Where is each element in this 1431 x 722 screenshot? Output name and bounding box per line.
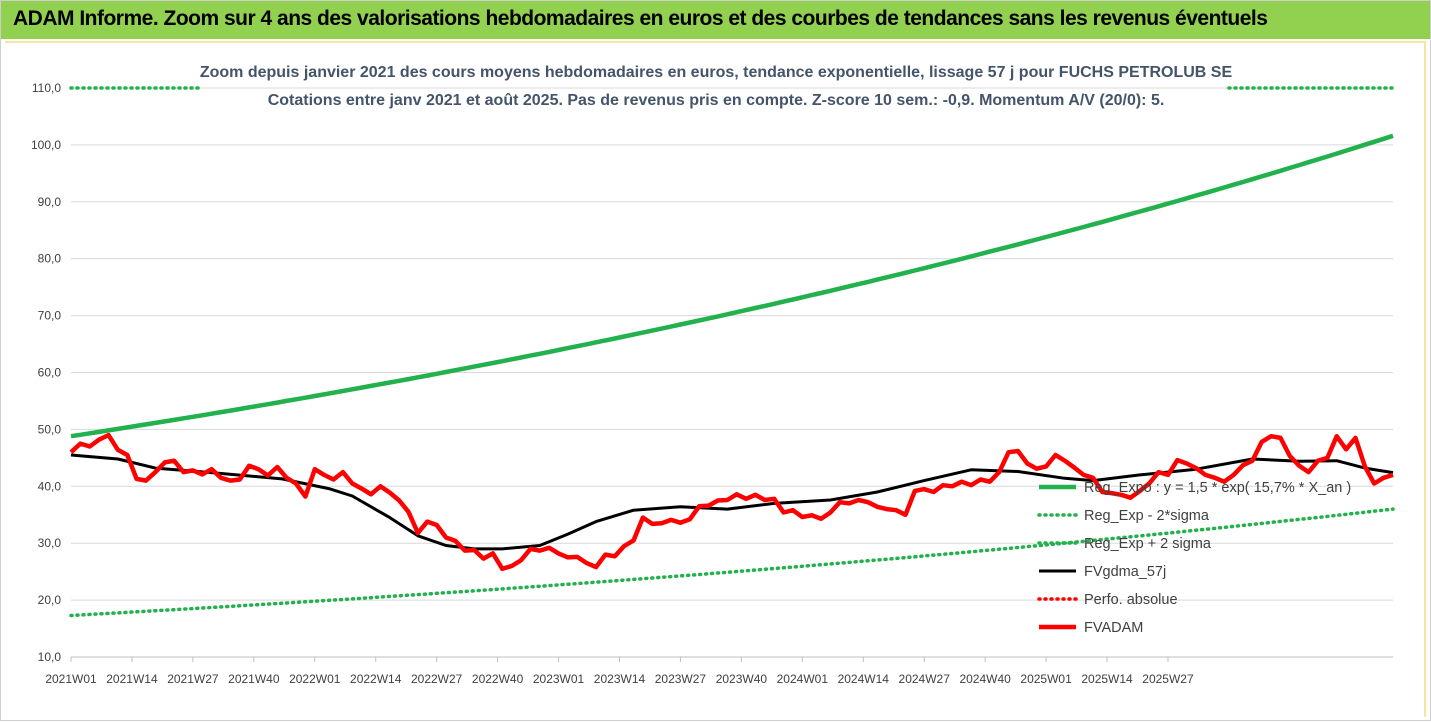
y-tick-label: 40,0 [38,479,62,493]
legend-label: FVgdma_57j [1084,564,1166,580]
y-tick-label: 50,0 [38,422,62,436]
series-line-1 [69,507,1395,618]
y-tick-label: 110,0 [32,81,61,95]
title-banner: ADAM Informe. Zoom sur 4 ans des valoris… [1,1,1430,39]
y-tick-label: 60,0 [38,366,62,380]
y-tick-label: 100,0 [31,138,61,152]
legend-label: FVADAM [1084,620,1143,636]
series-line-0 [70,133,1394,439]
x-tick-label: 2025W14 [1081,672,1133,686]
x-tick-label: 2022W01 [289,672,341,686]
legend-label: Perfo. absolue [1084,592,1178,608]
x-tick-label: 2024W01 [777,672,829,686]
y-tick-label: 80,0 [38,252,62,266]
x-tick-label: 2024W40 [959,672,1011,686]
x-tick-label: 2023W40 [716,672,768,686]
y-tick-label: 30,0 [38,536,62,550]
x-tick-label: 2025W27 [1142,672,1194,686]
y-tick-label: 90,0 [38,195,62,209]
y-axis-ticks: 10,0 20,0 30,0 40,0 50,0 60,0 70,0 80,0 90,0 100,… [31,81,61,664]
page-title: ADAM Informe. Zoom sur 4 ans des valoris… [13,7,1268,30]
x-tick-label: 2022W14 [350,672,402,686]
legend-label: Reg_Exp + 2 sigma [1084,536,1212,552]
x-tick-label: 2021W27 [167,672,219,686]
x-tick-label: 2021W40 [228,672,280,686]
y-tick-label: 20,0 [38,593,62,607]
x-tick-label: 2022W27 [411,672,463,686]
x-tick-label: 2022W40 [472,672,524,686]
x-tick-label: 2021W01 [45,672,97,686]
x-tick-label: 2023W01 [533,672,585,686]
y-tick-label: 10,0 [38,650,62,664]
legend-label: Reg_Expo : y = 1,5 * exp( 15,7% * X_an ) [1084,480,1351,496]
y-tick-label: 70,0 [38,309,62,323]
x-tick-label: 2024W14 [838,672,890,686]
x-tick-label: 2023W14 [594,672,646,686]
chart-title: Zoom depuis janvier 2021 des cours moyen… [200,64,1233,81]
x-axis-ticks: 2021W01 2021W14 2021W27 2021W40 2022W01 2022W… [45,657,1194,686]
legend-label: Reg_Exp - 2*sigma [1084,508,1210,524]
series-line-5 [69,432,1394,572]
x-tick-label: 2021W14 [106,672,158,686]
legend: Reg_Expo : y = 1,5 * exp( 15,7% * X_an )… [1037,480,1351,636]
x-tick-label: 2024W27 [899,672,951,686]
series-layer [69,86,1395,618]
series-line-3 [70,453,1394,551]
chart-subtitle: Cotations entre janv 2021 et août 2025. … [268,92,1165,109]
x-tick-label: 2023W27 [655,672,707,686]
x-tick-label: 2025W01 [1020,672,1072,686]
plot-border [5,41,1426,717]
